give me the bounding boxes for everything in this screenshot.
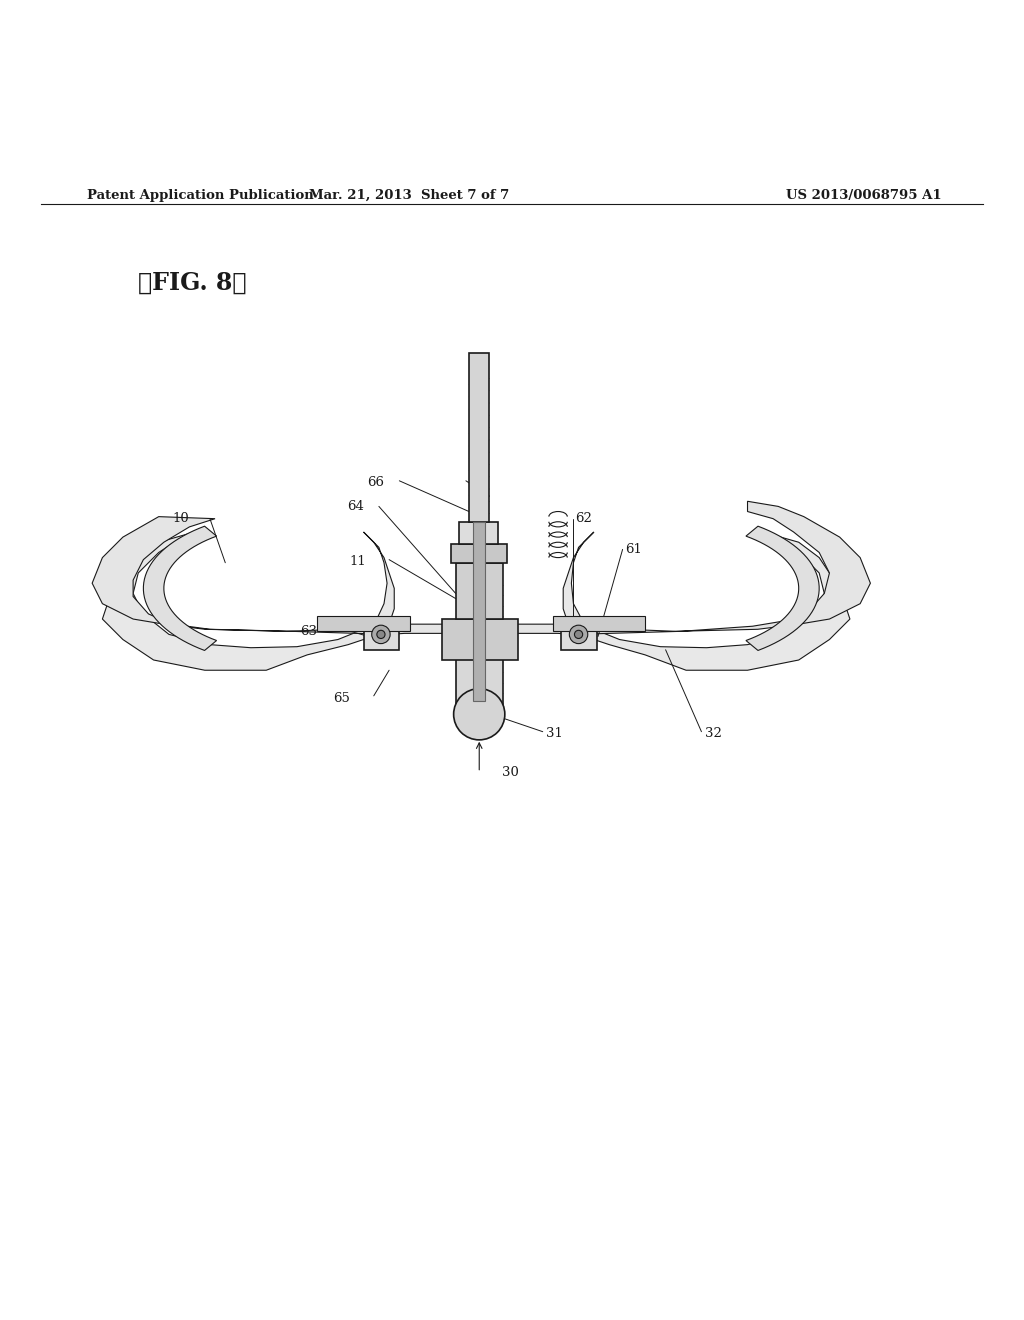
Text: 65: 65 xyxy=(334,693,350,705)
Polygon shape xyxy=(92,502,870,635)
Text: 40: 40 xyxy=(469,477,485,490)
Bar xyxy=(459,521,498,544)
Polygon shape xyxy=(102,532,394,671)
Text: 11: 11 xyxy=(350,556,367,568)
Polygon shape xyxy=(143,527,217,651)
Text: Mar. 21, 2013  Sheet 7 of 7: Mar. 21, 2013 Sheet 7 of 7 xyxy=(309,189,510,202)
Text: 30: 30 xyxy=(502,766,518,779)
Bar xyxy=(317,616,410,631)
Text: 61: 61 xyxy=(625,543,641,556)
Polygon shape xyxy=(745,527,819,651)
Text: 32: 32 xyxy=(705,727,721,741)
Bar xyxy=(473,521,485,701)
Bar xyxy=(561,619,597,649)
Circle shape xyxy=(569,626,588,644)
Text: US 2013/0068795 A1: US 2013/0068795 A1 xyxy=(786,189,942,202)
Text: 10: 10 xyxy=(173,512,189,525)
Text: 66: 66 xyxy=(367,477,384,490)
Bar xyxy=(451,544,507,562)
Bar xyxy=(442,619,518,660)
Text: 31: 31 xyxy=(546,727,562,741)
Text: 63: 63 xyxy=(300,624,317,638)
Circle shape xyxy=(574,631,583,639)
Bar xyxy=(456,562,503,619)
Bar xyxy=(553,616,645,631)
Text: 62: 62 xyxy=(575,512,592,525)
Text: 64: 64 xyxy=(347,500,364,513)
Bar xyxy=(469,352,489,521)
Text: 【FIG. 8】: 【FIG. 8】 xyxy=(138,271,247,294)
Circle shape xyxy=(454,689,505,741)
Circle shape xyxy=(372,626,390,644)
Bar xyxy=(456,644,503,706)
Bar xyxy=(364,619,399,649)
Polygon shape xyxy=(563,532,850,671)
Text: Patent Application Publication: Patent Application Publication xyxy=(87,189,313,202)
Circle shape xyxy=(377,631,385,639)
